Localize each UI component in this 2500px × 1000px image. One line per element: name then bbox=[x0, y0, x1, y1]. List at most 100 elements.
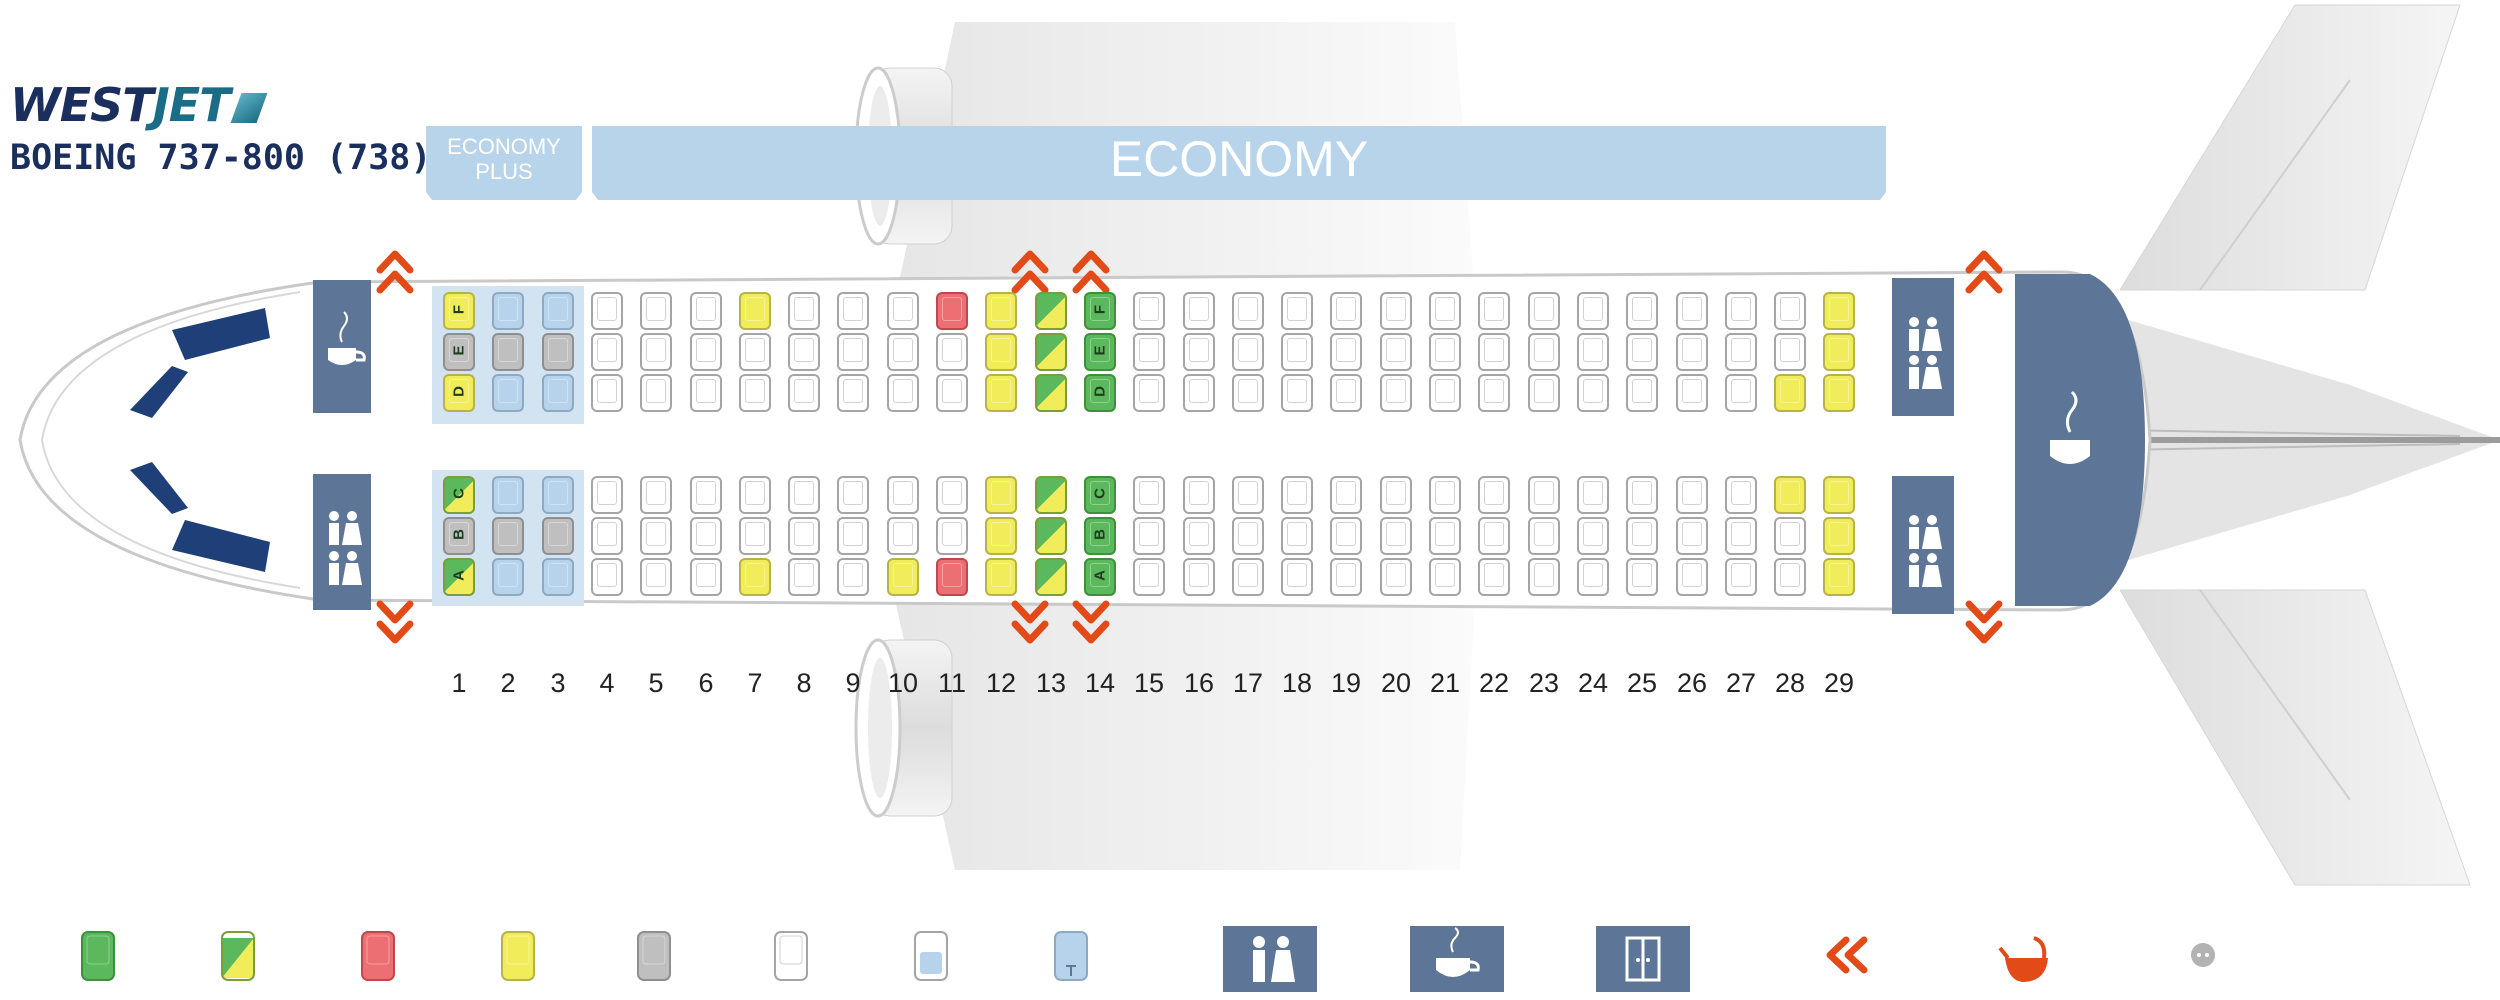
seat-13C[interactable] bbox=[1035, 476, 1067, 514]
seat-26F[interactable] bbox=[1676, 292, 1708, 330]
seat-25F[interactable] bbox=[1626, 292, 1658, 330]
seat-8B[interactable] bbox=[788, 517, 820, 555]
seat-5D[interactable] bbox=[640, 374, 672, 412]
seat-10A[interactable] bbox=[887, 558, 919, 596]
seat-21E[interactable] bbox=[1429, 333, 1461, 371]
seat-8A[interactable] bbox=[788, 558, 820, 596]
seat-26C[interactable] bbox=[1676, 476, 1708, 514]
seat-6C[interactable] bbox=[690, 476, 722, 514]
seat-29B[interactable] bbox=[1823, 517, 1855, 555]
seat-20C[interactable] bbox=[1380, 476, 1412, 514]
seat-6F[interactable] bbox=[690, 292, 722, 330]
seat-20B[interactable] bbox=[1380, 517, 1412, 555]
seat-17E[interactable] bbox=[1232, 333, 1264, 371]
seat-21D[interactable] bbox=[1429, 374, 1461, 412]
seat-23D[interactable] bbox=[1528, 374, 1560, 412]
seat-19C[interactable] bbox=[1330, 476, 1362, 514]
seat-24E[interactable] bbox=[1577, 333, 1609, 371]
seat-16A[interactable] bbox=[1183, 558, 1215, 596]
seat-17A[interactable] bbox=[1232, 558, 1264, 596]
seat-28B[interactable] bbox=[1774, 517, 1806, 555]
seat-20A[interactable] bbox=[1380, 558, 1412, 596]
seat-10C[interactable] bbox=[887, 476, 919, 514]
seat-4E[interactable] bbox=[591, 333, 623, 371]
seat-18A[interactable] bbox=[1281, 558, 1313, 596]
seat-2A[interactable] bbox=[492, 558, 524, 596]
seat-17B[interactable] bbox=[1232, 517, 1264, 555]
seat-6B[interactable] bbox=[690, 517, 722, 555]
seat-5A[interactable] bbox=[640, 558, 672, 596]
seat-26B[interactable] bbox=[1676, 517, 1708, 555]
seat-5B[interactable] bbox=[640, 517, 672, 555]
seat-3E[interactable] bbox=[542, 333, 574, 371]
seat-14A[interactable]: A bbox=[1084, 558, 1116, 596]
seat-3A[interactable] bbox=[542, 558, 574, 596]
seat-23C[interactable] bbox=[1528, 476, 1560, 514]
seat-14C[interactable]: C bbox=[1084, 476, 1116, 514]
seat-17F[interactable] bbox=[1232, 292, 1264, 330]
seat-2E[interactable] bbox=[492, 333, 524, 371]
seat-19F[interactable] bbox=[1330, 292, 1362, 330]
seat-14B[interactable]: B bbox=[1084, 517, 1116, 555]
seat-27C[interactable] bbox=[1725, 476, 1757, 514]
seat-15D[interactable] bbox=[1133, 374, 1165, 412]
seat-28F[interactable] bbox=[1774, 292, 1806, 330]
seat-26A[interactable] bbox=[1676, 558, 1708, 596]
seat-19A[interactable] bbox=[1330, 558, 1362, 596]
seat-14F[interactable]: F bbox=[1084, 292, 1116, 330]
seat-10E[interactable] bbox=[887, 333, 919, 371]
seat-4A[interactable] bbox=[591, 558, 623, 596]
seat-9A[interactable] bbox=[837, 558, 869, 596]
seat-8E[interactable] bbox=[788, 333, 820, 371]
seat-13A[interactable] bbox=[1035, 558, 1067, 596]
seat-18E[interactable] bbox=[1281, 333, 1313, 371]
seat-11D[interactable] bbox=[936, 374, 968, 412]
seat-22C[interactable] bbox=[1478, 476, 1510, 514]
seat-12F[interactable] bbox=[985, 292, 1017, 330]
seat-16B[interactable] bbox=[1183, 517, 1215, 555]
seat-7F[interactable] bbox=[739, 292, 771, 330]
seat-25B[interactable] bbox=[1626, 517, 1658, 555]
seat-16F[interactable] bbox=[1183, 292, 1215, 330]
seat-9C[interactable] bbox=[837, 476, 869, 514]
seat-12B[interactable] bbox=[985, 517, 1017, 555]
seat-1F[interactable]: F bbox=[443, 292, 475, 330]
seat-16E[interactable] bbox=[1183, 333, 1215, 371]
seat-4F[interactable] bbox=[591, 292, 623, 330]
seat-13F[interactable] bbox=[1035, 292, 1067, 330]
seat-4C[interactable] bbox=[591, 476, 623, 514]
seat-1E[interactable]: E bbox=[443, 333, 475, 371]
seat-1B[interactable]: B bbox=[443, 517, 475, 555]
seat-9D[interactable] bbox=[837, 374, 869, 412]
seat-26D[interactable] bbox=[1676, 374, 1708, 412]
seat-14E[interactable]: E bbox=[1084, 333, 1116, 371]
seat-18B[interactable] bbox=[1281, 517, 1313, 555]
seat-29C[interactable] bbox=[1823, 476, 1855, 514]
seat-27E[interactable] bbox=[1725, 333, 1757, 371]
seat-27A[interactable] bbox=[1725, 558, 1757, 596]
seat-16C[interactable] bbox=[1183, 476, 1215, 514]
seat-23B[interactable] bbox=[1528, 517, 1560, 555]
seat-7B[interactable] bbox=[739, 517, 771, 555]
seat-15A[interactable] bbox=[1133, 558, 1165, 596]
seat-10F[interactable] bbox=[887, 292, 919, 330]
seat-24A[interactable] bbox=[1577, 558, 1609, 596]
seat-22F[interactable] bbox=[1478, 292, 1510, 330]
seat-21B[interactable] bbox=[1429, 517, 1461, 555]
seat-15F[interactable] bbox=[1133, 292, 1165, 330]
seat-15B[interactable] bbox=[1133, 517, 1165, 555]
seat-20F[interactable] bbox=[1380, 292, 1412, 330]
seat-29A[interactable] bbox=[1823, 558, 1855, 596]
seat-5F[interactable] bbox=[640, 292, 672, 330]
seat-22D[interactable] bbox=[1478, 374, 1510, 412]
seat-23F[interactable] bbox=[1528, 292, 1560, 330]
seat-18F[interactable] bbox=[1281, 292, 1313, 330]
seat-27D[interactable] bbox=[1725, 374, 1757, 412]
seat-11C[interactable] bbox=[936, 476, 968, 514]
seat-2C[interactable] bbox=[492, 476, 524, 514]
seat-4B[interactable] bbox=[591, 517, 623, 555]
seat-27F[interactable] bbox=[1725, 292, 1757, 330]
seat-6E[interactable] bbox=[690, 333, 722, 371]
seat-24B[interactable] bbox=[1577, 517, 1609, 555]
seat-3D[interactable] bbox=[542, 374, 574, 412]
